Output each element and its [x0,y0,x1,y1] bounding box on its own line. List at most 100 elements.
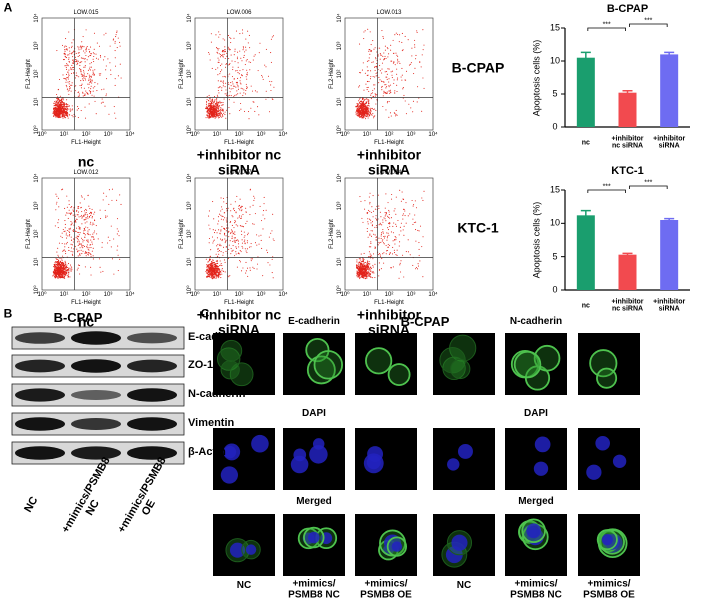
event-dot [91,212,92,213]
event-dot [81,253,82,254]
event-dot [62,268,63,269]
event-dot [206,101,207,102]
event-dot [66,103,67,104]
event-dot [68,65,69,66]
event-dot [358,108,359,109]
event-dot [380,54,381,55]
event-dot [115,118,116,119]
event-dot [219,73,220,74]
event-dot [206,107,207,108]
event-dot [65,112,66,113]
event-dot [82,239,83,240]
micro-image [355,514,417,576]
event-dot [110,70,111,71]
event-dot [90,244,91,245]
event-dot [236,82,237,83]
event-dot [64,276,65,277]
event-dot [359,85,360,86]
event-dot [221,226,222,227]
event-dot [381,268,382,269]
event-dot [94,82,95,83]
event-dot [369,251,370,252]
event-dot [222,82,223,83]
event-dot [85,58,86,59]
lane-label: NC [429,581,499,592]
event-dot [370,256,371,257]
event-dot [67,230,68,231]
event-dot [230,204,231,205]
event-dot [240,77,241,78]
y-tick-label: 10 [550,219,560,228]
event-dot [79,243,80,244]
y-tick-label: 10⁰ [187,125,193,134]
event-dot [218,273,219,274]
event-dot [263,210,264,211]
event-dot [395,237,396,238]
event-dot [419,260,420,261]
event-dot [218,115,219,116]
event-dot [71,244,72,245]
event-dot [399,34,400,35]
event-dot [54,113,55,114]
event-dot [73,241,74,242]
x-axis-label: FL1-Height [374,300,404,306]
event-dot [375,248,376,249]
event-dot [87,247,88,248]
event-dot [214,271,215,272]
event-dot [388,233,389,234]
event-dot [67,50,68,51]
event-dot [60,264,61,265]
y-axis-label: FL2-Height [26,219,32,249]
event-dot [374,77,375,78]
event-dot [415,229,416,230]
event-dot [363,107,364,108]
event-dot [257,106,258,107]
event-dot [82,93,83,94]
event-dot [214,262,215,263]
event-dot [79,85,80,86]
event-dot [414,222,415,223]
event-dot [225,241,226,242]
event-dot [216,102,217,103]
event-dot [243,89,244,90]
event-dot [71,73,72,74]
event-dot [420,226,421,227]
event-dot [68,268,69,269]
event-dot [254,224,255,225]
event-dot [66,77,67,78]
event-dot [270,84,271,85]
event-dot [68,74,69,75]
event-dot [244,243,245,244]
event-dot [232,67,233,68]
event-dot [399,41,400,42]
event-dot [93,224,94,225]
event-dot [359,265,360,266]
event-dot [385,93,386,94]
event-dot [357,108,358,109]
event-dot [63,104,64,105]
event-dot [365,109,366,110]
event-dot [358,264,359,265]
event-dot [364,275,365,276]
event-dot [64,269,65,270]
event-dot [363,264,364,265]
event-dot [86,252,87,253]
event-dot [118,231,119,232]
event-dot [218,275,219,276]
event-dot [102,271,103,272]
event-dot [386,245,387,246]
event-dot [99,258,100,259]
event-dot [68,94,69,95]
event-dot [78,61,79,62]
event-dot [361,114,362,115]
event-dot [108,204,109,205]
event-dot [223,51,224,52]
event-dot [385,58,386,59]
event-dot [90,53,91,54]
event-dot [65,45,66,46]
panel-letter: B [4,308,13,321]
event-dot [381,232,382,233]
event-dot [388,81,389,82]
event-dot [217,95,218,96]
event-dot [237,78,238,79]
